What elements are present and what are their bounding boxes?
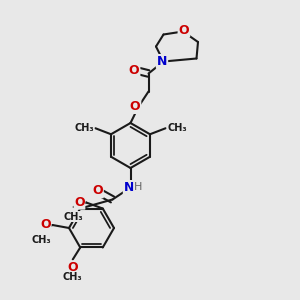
Text: CH₃: CH₃: [167, 123, 187, 133]
Text: O: O: [68, 261, 78, 274]
Text: CH₃: CH₃: [64, 212, 83, 221]
Text: CH₃: CH₃: [63, 272, 83, 282]
Text: N: N: [124, 181, 134, 194]
Text: O: O: [129, 64, 140, 77]
Text: O: O: [130, 100, 140, 113]
Text: CH₃: CH₃: [31, 235, 51, 245]
Text: H: H: [134, 182, 142, 193]
Text: O: O: [92, 184, 103, 197]
Text: O: O: [40, 218, 51, 232]
Text: O: O: [74, 196, 85, 209]
Text: O: O: [178, 23, 189, 37]
Text: CH₃: CH₃: [74, 123, 94, 133]
Text: N: N: [157, 55, 167, 68]
